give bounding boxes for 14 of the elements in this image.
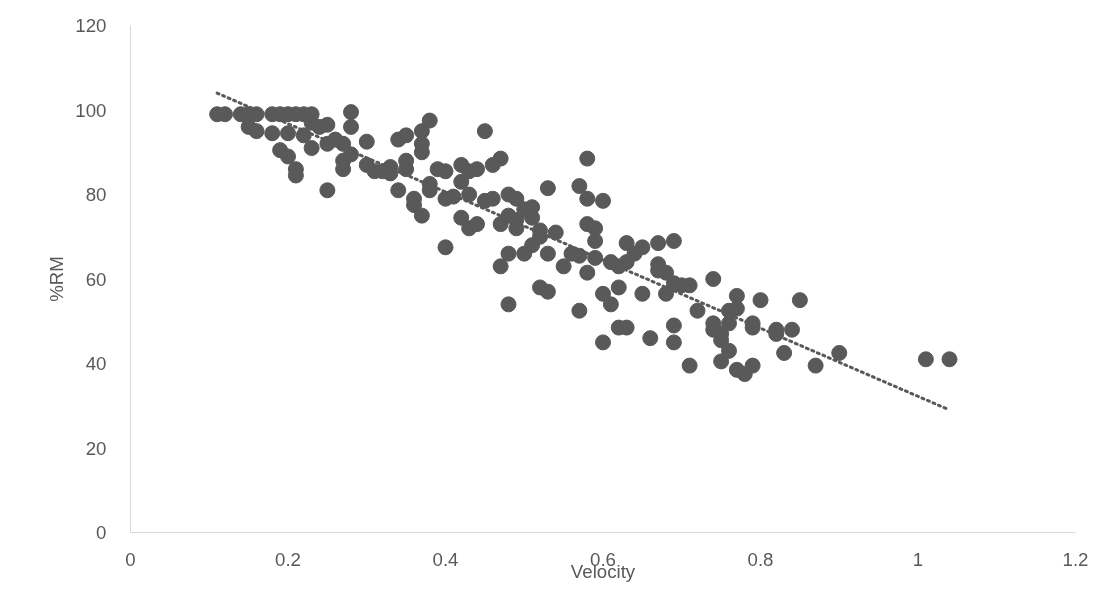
x-tick-label: 0.8 [747,548,774,570]
y-tick-label: 100 [75,99,107,121]
x-tick-label: 0.2 [275,548,301,570]
x-tick-label: 1 [912,548,924,570]
y-tick-label: 20 [85,437,107,459]
x-tick-label: 1.2 [1062,548,1089,570]
x-tick-label: 0 [125,548,136,570]
x-tick-label: 0.4 [432,548,459,570]
y-tick-label: 40 [85,353,107,374]
y-axis-title: %RM [46,256,68,302]
y-tick-label: 0 [96,522,107,543]
y-tick-label: 60 [85,268,107,290]
y-tick-label: 80 [85,184,107,205]
y-tick-label: 120 [75,15,107,36]
